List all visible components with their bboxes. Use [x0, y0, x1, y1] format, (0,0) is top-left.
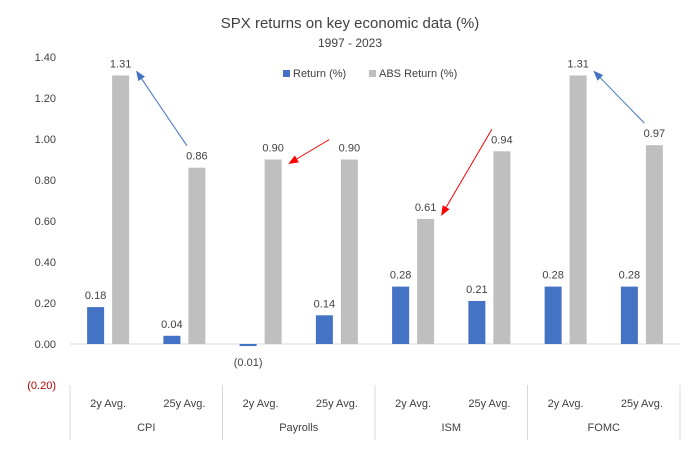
data-label: 0.21 [466, 284, 487, 296]
chart-title: SPX returns on key economic data (%) [221, 15, 479, 32]
data-label: 0.28 [390, 270, 411, 282]
y-tick-label: 0.80 [35, 175, 56, 187]
y-tick-label: 1.40 [35, 52, 56, 64]
bar-abs-return [569, 75, 587, 344]
bar-abs-return [417, 218, 435, 344]
data-label: 0.04 [161, 319, 182, 331]
annotation-arrow [136, 70, 188, 146]
bar-return [87, 307, 105, 344]
legend-label-abs-return: ABS Return (%) [379, 68, 457, 80]
data-label: 1.31 [110, 58, 131, 70]
legend-label-return: Return (%) [293, 68, 346, 80]
data-label: 0.28 [619, 270, 640, 282]
bar-return [315, 315, 333, 344]
chart-subtitle: 1997 - 2023 [318, 36, 382, 50]
legend-swatch-return [283, 70, 290, 77]
annotation-arrows [136, 70, 645, 216]
data-label: 0.94 [491, 134, 512, 146]
bar-return [468, 300, 486, 344]
legend: Return (%) ABS Return (%) [283, 68, 457, 80]
bar-return [620, 286, 638, 344]
annotation-arrow [593, 70, 645, 124]
data-label: 0.90 [339, 143, 360, 155]
y-tick-label: 0.40 [35, 257, 56, 269]
bar-abs-return [493, 151, 511, 344]
data-label: 0.61 [415, 202, 436, 214]
data-label: (0.01) [234, 357, 263, 369]
y-tick-label: 1.20 [35, 93, 56, 105]
bars [70, 75, 680, 347]
data-label: 0.97 [644, 128, 665, 140]
bar-return [392, 286, 410, 344]
y-tick-label: 1.00 [35, 134, 56, 146]
x-category-label: 2y Avg. [243, 398, 279, 410]
y-tick-label: 0.60 [35, 216, 56, 228]
x-category-label: 2y Avg. [90, 398, 126, 410]
x-group-label: FOMC [588, 422, 620, 434]
bar-return [239, 344, 257, 347]
x-category-label: 2y Avg. [395, 398, 431, 410]
data-label: 0.14 [314, 298, 335, 310]
data-label: 0.90 [262, 143, 283, 155]
data-labels: 0.18 0.04 (0.01) 0.14 0.28 0.21 0.28 0.28 1.31 0.… [85, 58, 665, 369]
annotation-arrow [441, 129, 493, 216]
x-group-label: Payrolls [279, 422, 319, 434]
y-axis: 1.40 1.20 1.00 0.80 0.60 0.40 0.20 0.00 (0.20) [27, 52, 56, 392]
x-group-label: ISM [441, 422, 461, 434]
y-tick-label: 0.20 [35, 298, 56, 310]
data-label: 0.18 [85, 290, 106, 302]
y-tick-label: (0.20) [27, 380, 56, 392]
x-category-label: 25y Avg. [468, 398, 510, 410]
data-label: 0.28 [542, 270, 563, 282]
legend-swatch-abs-return [369, 70, 376, 77]
bar-return [163, 335, 181, 344]
bar-abs-return [645, 145, 663, 344]
bar-abs-return [112, 75, 130, 344]
bar-abs-return [264, 159, 282, 344]
x-category-label: 25y Avg. [316, 398, 358, 410]
x-category-label: 25y Avg. [163, 398, 205, 410]
bar-return [544, 286, 562, 344]
bar-abs-return [340, 159, 358, 344]
x-group-label: CPI [137, 422, 155, 434]
x-category-label: 25y Avg. [621, 398, 663, 410]
annotation-arrow [288, 139, 330, 165]
x-category-label: 2y Avg. [548, 398, 584, 410]
y-tick-label: 0.00 [35, 339, 56, 351]
x-axis: 2y Avg. 25y Avg. 2y Avg. 25y Avg. 2y Avg. 25y… [69, 385, 681, 440]
data-label: 0.86 [186, 151, 207, 163]
data-label: 1.31 [567, 58, 588, 70]
bar-abs-return [188, 167, 206, 344]
